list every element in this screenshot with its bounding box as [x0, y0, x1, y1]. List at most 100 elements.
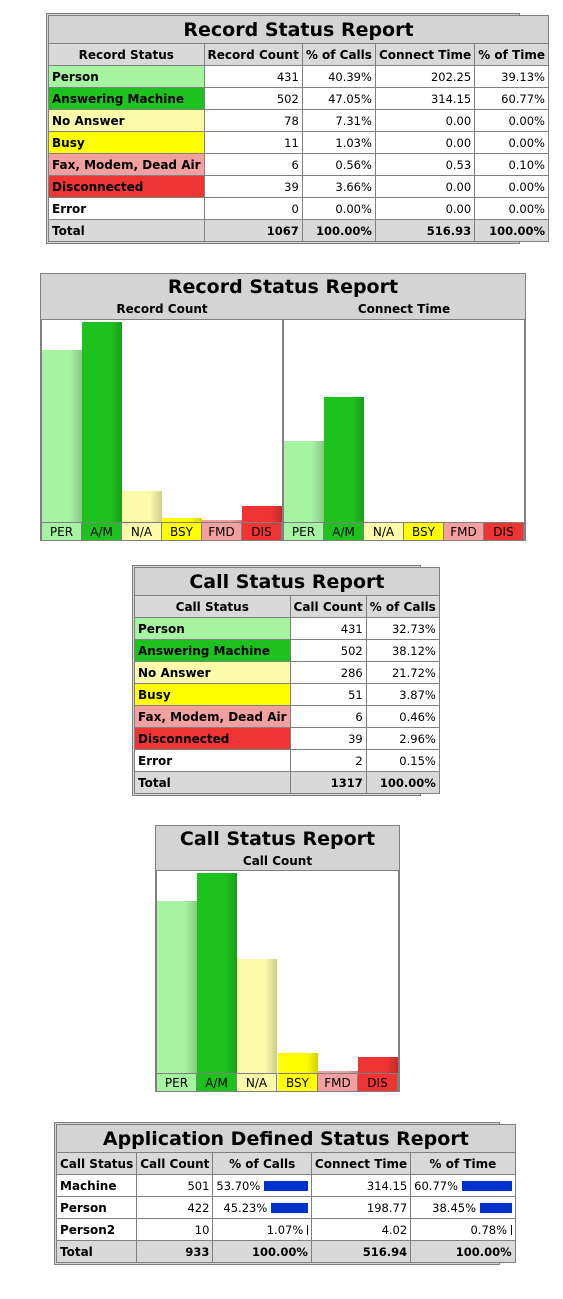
- total-label: Total: [48, 219, 205, 242]
- call-status-table: Call Status Report Call Status Call Count%…: [132, 565, 440, 796]
- table-row: Error 2 0.15%: [134, 749, 440, 772]
- status-label: Person: [55, 1196, 138, 1219]
- total-cell: 100.00%: [212, 1240, 312, 1263]
- table-row: Error 0 0.00% 0.00 0.00%: [48, 197, 549, 220]
- bar-am: [82, 322, 122, 522]
- table-cell: 7.31%: [301, 109, 376, 132]
- percent-value: 38.45%: [432, 1200, 477, 1215]
- category-label: DIS: [242, 522, 282, 540]
- table-cell: 32.73%: [365, 617, 440, 640]
- percent-cell: 45.23%: [212, 1196, 312, 1219]
- call-count-cell: 501: [136, 1174, 214, 1197]
- percent-cell: 38.45%: [410, 1196, 516, 1219]
- category-label: N/A: [237, 1073, 277, 1091]
- application-defined-status-table: Application Defined Status Report Call St…: [54, 1122, 516, 1265]
- table-cell: 3.87%: [365, 683, 440, 706]
- status-label: Answering Machine: [134, 639, 291, 662]
- total-cell: Total: [55, 1240, 138, 1263]
- category-label: FMD: [318, 1073, 358, 1091]
- record-status-report-table: Record Status Report Record Status Record …: [48, 15, 549, 242]
- bar-am: [197, 873, 237, 1073]
- table-cell: 314.15: [374, 87, 476, 110]
- total-row: Total 1317 100.00%: [134, 771, 440, 794]
- table-cell: 39: [289, 727, 367, 750]
- table-cell: 0.00: [374, 131, 476, 154]
- category-label: DIS: [358, 1073, 398, 1091]
- status-label: Person: [48, 65, 205, 88]
- column-header: % of Calls: [212, 1152, 312, 1175]
- table-cell: 6: [203, 153, 303, 176]
- call-count-plot: PER A/M N/A BSY FMD DIS: [156, 870, 399, 1092]
- record-status-table: Record Status Report Record Status Record …: [46, 13, 549, 244]
- chart-subtitle-record-count: Record Count: [116, 302, 208, 316]
- percent-cell: 1.07%: [212, 1218, 312, 1241]
- table-row: Disconnected 39 3.66% 0.00 0.00%: [48, 175, 549, 198]
- column-header: Call Count: [289, 595, 367, 618]
- total-row: Total 1067 100.00% 516.93 100.00%: [48, 219, 549, 242]
- table-row: Person 422 45.23% 198.77 38.45%: [55, 1196, 516, 1219]
- percent-value: 0.78%: [470, 1222, 508, 1237]
- table-cell: 78: [203, 109, 303, 132]
- total-cell: 100.00%: [474, 219, 549, 242]
- connect-time-cell: 314.15: [310, 1174, 412, 1197]
- table-cell: 0.00%: [301, 197, 376, 220]
- percent-value: 60.77%: [414, 1178, 459, 1193]
- percent-bar: [510, 1225, 512, 1235]
- table-cell: 202.25: [374, 65, 476, 88]
- bar-fmd: [202, 520, 242, 522]
- total-row: Total 933 100.00% 516.94 100.00%: [55, 1240, 516, 1263]
- table-cell: 47.05%: [301, 87, 376, 110]
- table-row: Answering Machine 502 47.05% 314.15 60.77%: [48, 87, 549, 110]
- table-cell: 0.46%: [365, 705, 440, 728]
- column-header: Connect Time: [374, 43, 476, 66]
- status-label: Busy: [134, 683, 291, 706]
- status-label: Error: [48, 197, 205, 220]
- status-label: No Answer: [134, 661, 291, 684]
- table-cell: 2: [289, 749, 367, 772]
- status-label: Person: [134, 617, 291, 640]
- category-label: A/M: [197, 1073, 237, 1091]
- table-cell: 0.00: [374, 175, 476, 198]
- column-header: Call Status: [134, 595, 291, 618]
- table-cell: 0: [203, 197, 303, 220]
- table-row: Person2 10 1.07% 4.02 0.78%: [55, 1218, 516, 1241]
- column-header: Call Status: [55, 1152, 138, 1175]
- category-label: A/M: [324, 522, 364, 540]
- table-title: Call Status Report: [134, 567, 440, 596]
- percent-bar: [479, 1203, 512, 1213]
- category-label: DIS: [484, 522, 524, 540]
- bar-dis: [358, 1057, 398, 1073]
- column-header: Call Count: [136, 1152, 214, 1175]
- category-label: BSY: [404, 522, 444, 540]
- table-cell: 0.00%: [474, 175, 549, 198]
- bar-per: [284, 441, 324, 522]
- percent-bar: [461, 1181, 512, 1191]
- bar-bsy: [162, 518, 202, 522]
- table-cell: 0.00%: [474, 197, 549, 220]
- status-label: Machine: [55, 1174, 138, 1197]
- column-header: % of Time: [410, 1152, 516, 1175]
- table-cell: 11: [203, 131, 303, 154]
- percent-bar: [263, 1181, 308, 1191]
- percent-cell: 60.77%: [410, 1174, 516, 1197]
- table-cell: 431: [289, 617, 367, 640]
- connect-time-plot: PER A/M N/A BSY FMD DIS: [283, 319, 525, 541]
- total-cell: 1317: [289, 771, 367, 794]
- bar-per: [157, 901, 197, 1073]
- status-label: Fax, Modem, Dead Air: [134, 705, 291, 728]
- table-row: Person 431 32.73%: [134, 617, 440, 640]
- table-row: No Answer 286 21.72%: [134, 661, 440, 684]
- percent-cell: 0.78%: [410, 1218, 516, 1241]
- table-cell: 39.13%: [474, 65, 549, 88]
- table-cell: 502: [203, 87, 303, 110]
- table-cell: 3.66%: [301, 175, 376, 198]
- bar-dis: [242, 506, 282, 522]
- table-row: Fax, Modem, Dead Air 6 0.56% 0.53 0.10%: [48, 153, 549, 176]
- table-cell: 60.77%: [474, 87, 549, 110]
- category-label: FMD: [202, 522, 242, 540]
- connect-time-cell: 198.77: [310, 1196, 412, 1219]
- category-label: FMD: [444, 522, 484, 540]
- table-cell: 1.03%: [301, 131, 376, 154]
- table-cell: 286: [289, 661, 367, 684]
- chart-title: Call Status Report: [179, 828, 376, 850]
